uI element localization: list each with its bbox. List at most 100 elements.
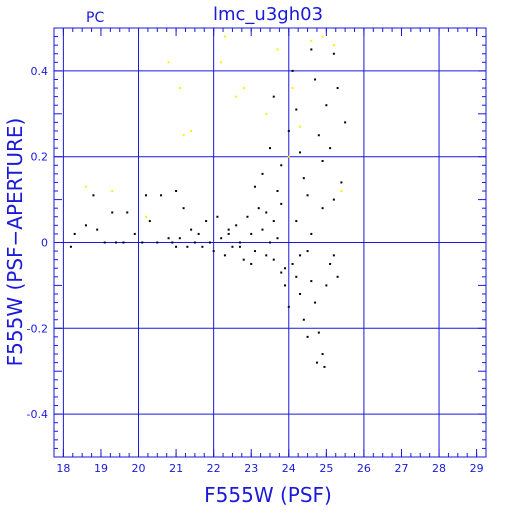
y-axis-label: F555W (PSF−APERTURE) [3,118,27,367]
black-point [156,241,159,244]
black-point [186,245,189,248]
black-point [126,211,129,214]
black-point [227,232,230,235]
black-point [201,245,204,248]
black-point [212,250,215,253]
black-point [310,280,313,283]
black-point [220,237,223,240]
black-point [238,245,241,248]
black-point [175,190,178,193]
black-point [280,271,283,274]
x-tick-label: 19 [94,462,108,475]
x-tick-label: 27 [394,462,408,475]
black-point [84,224,87,227]
black-point [325,284,328,287]
black-point [302,318,305,321]
black-point [310,232,313,235]
black-point [235,224,238,227]
black-point [265,254,268,257]
black-point [193,241,196,244]
x-tick-label: 25 [319,462,333,475]
black-point [276,190,279,193]
black-point [272,95,275,98]
black-point [276,237,279,240]
black-point [287,129,290,132]
black-point [332,254,335,257]
x-tick-label: 23 [244,462,258,475]
black-point [344,121,347,124]
black-point [336,275,339,278]
y-tick-label: 0.4 [31,65,49,78]
yellow-point [287,155,290,158]
x-tick-label: 24 [282,462,296,475]
black-point [323,365,326,368]
black-point [315,361,318,364]
black-point [299,254,302,257]
black-point [280,164,283,167]
yellow-point [291,87,294,90]
yellow-point [340,190,343,193]
black-point [321,207,324,210]
yellow-point [223,35,226,38]
x-tick-label: 21 [169,462,183,475]
black-point [114,241,117,244]
black-point [250,262,253,265]
black-point [314,301,317,304]
chart-title: lmc_u3gh03 [213,4,323,25]
black-point [145,194,148,197]
black-point [246,215,249,218]
black-point [284,267,287,270]
yellow-point [84,185,87,188]
black-point [175,245,178,248]
black-point [167,237,170,240]
y-tick-label: 0.2 [31,151,49,164]
black-point [314,78,317,81]
black-point [325,104,328,107]
yellow-point [220,61,223,64]
black-point [317,331,320,334]
black-point [321,353,324,356]
black-point [302,177,305,180]
data-points [69,35,347,368]
black-point [329,147,332,150]
black-point [310,48,313,51]
y-tick-label: -0.2 [27,322,48,335]
x-tick-label: 18 [56,462,70,475]
black-point [223,254,226,257]
black-point [284,284,287,287]
black-point [295,220,298,223]
black-point [272,258,275,261]
black-point [253,185,256,188]
x-tick-label: 28 [432,462,446,475]
black-point [269,147,271,150]
black-point [103,241,106,244]
black-point [329,262,332,265]
black-point [299,292,302,295]
yellow-point [235,95,238,98]
black-point [257,207,260,210]
black-point [69,245,72,248]
yellow-point [299,125,302,128]
black-point [178,237,181,240]
black-point [306,335,309,338]
black-point [291,262,294,265]
black-point [227,228,230,231]
yellow-point [190,129,193,132]
black-point [280,202,283,205]
black-point [336,87,339,90]
black-point [250,232,253,235]
black-point [295,275,298,278]
black-point [291,69,294,72]
black-point [332,52,335,55]
black-point [148,220,151,223]
black-point [190,228,193,231]
yellow-point [145,215,148,218]
black-point [92,194,95,197]
black-point [321,159,324,162]
yellow-point [182,134,185,137]
black-point [96,228,99,231]
black-point [216,215,219,218]
black-point [306,250,309,253]
black-point [261,228,264,231]
